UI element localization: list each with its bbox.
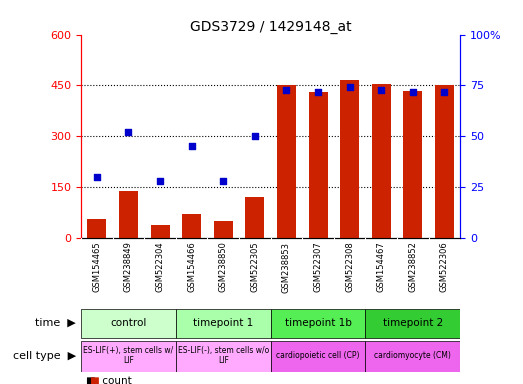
Text: timepoint 1: timepoint 1 [193, 318, 253, 328]
Text: GSM522305: GSM522305 [251, 242, 259, 292]
Point [124, 129, 133, 135]
Point [377, 86, 385, 93]
Point [187, 144, 196, 150]
Title: GDS3729 / 1429148_at: GDS3729 / 1429148_at [190, 20, 351, 33]
Text: ES-LIF(-), stem cells w/o
LIF: ES-LIF(-), stem cells w/o LIF [178, 346, 269, 365]
Text: GSM238849: GSM238849 [124, 242, 133, 292]
Text: GSM154467: GSM154467 [377, 242, 386, 292]
Bar [403, 91, 423, 238]
Bar [271, 309, 366, 338]
Text: GSM154466: GSM154466 [187, 242, 196, 292]
Point [219, 178, 228, 184]
Text: GSM522306: GSM522306 [440, 242, 449, 292]
Bar [366, 341, 460, 371]
Bar [214, 221, 233, 238]
Text: ES-LIF(+), stem cells w/
LIF: ES-LIF(+), stem cells w/ LIF [83, 346, 174, 365]
Bar [87, 219, 106, 238]
Text: GSM238852: GSM238852 [408, 242, 417, 292]
Bar [366, 309, 460, 338]
Text: timepoint 1b: timepoint 1b [285, 318, 351, 328]
Text: cell type  ▶: cell type ▶ [13, 351, 76, 361]
Bar [271, 341, 366, 371]
Text: GSM522304: GSM522304 [155, 242, 165, 292]
Text: GSM522308: GSM522308 [345, 242, 354, 292]
Point [251, 133, 259, 139]
Bar [176, 309, 271, 338]
Bar [182, 214, 201, 238]
Text: GSM238853: GSM238853 [282, 242, 291, 293]
Text: GSM154465: GSM154465 [93, 242, 101, 292]
Point [93, 174, 101, 180]
Point [314, 88, 322, 94]
Bar [340, 80, 359, 238]
Bar [309, 92, 327, 238]
Text: ■  count: ■ count [86, 376, 132, 384]
Point [408, 88, 417, 94]
Text: time  ▶: time ▶ [35, 318, 76, 328]
Bar [81, 309, 176, 338]
Text: GSM522307: GSM522307 [314, 242, 323, 292]
Bar [151, 225, 169, 238]
Point [346, 84, 354, 91]
Text: control: control [110, 318, 146, 328]
Bar [277, 86, 296, 238]
Text: GSM238850: GSM238850 [219, 242, 228, 292]
Bar [176, 341, 271, 371]
Text: ■: ■ [89, 376, 99, 384]
Text: cardiopoietic cell (CP): cardiopoietic cell (CP) [276, 351, 360, 360]
Bar [119, 190, 138, 238]
Point [282, 86, 291, 93]
Bar [435, 86, 454, 238]
Text: cardiomyocyte (CM): cardiomyocyte (CM) [374, 351, 451, 360]
Bar [81, 341, 176, 371]
Text: timepoint 2: timepoint 2 [383, 318, 443, 328]
Bar [245, 197, 264, 238]
Point [156, 178, 164, 184]
Bar [372, 84, 391, 238]
Point [440, 88, 449, 94]
